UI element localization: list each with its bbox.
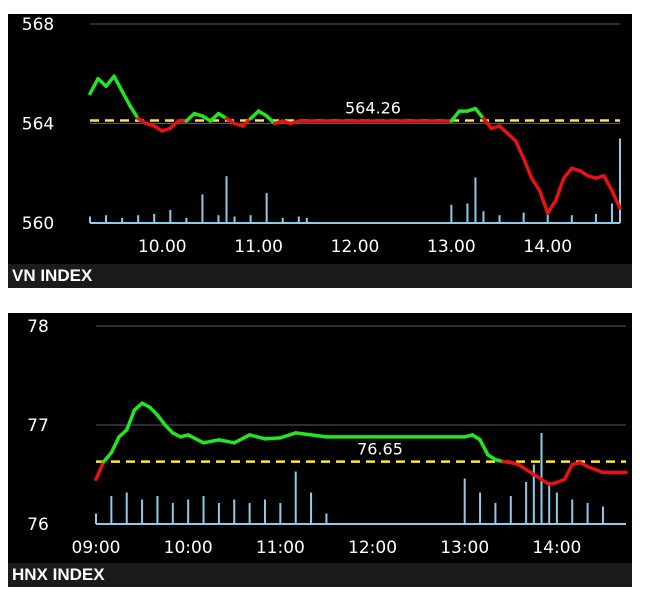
y-tick-label: 76	[27, 515, 49, 535]
index-line-segment	[88, 76, 100, 96]
index-line-segment	[247, 433, 267, 441]
index-line-segment	[481, 116, 494, 131]
y-tick-label: 77	[27, 416, 49, 436]
index-line-segment	[101, 450, 114, 464]
x-tick-label: 11:00	[256, 538, 305, 558]
index-line-segment	[610, 188, 622, 210]
x-tick-label: 12:00	[348, 538, 397, 558]
vn-index-chart: 568 564 560 564.26 10.00 11.00 12.00 13.00 14.00	[22, 15, 622, 257]
x-tick-label: 13.00	[427, 237, 476, 257]
index-line-segment	[128, 104, 140, 121]
index-line-segment	[148, 405, 160, 417]
index-line-segment	[217, 438, 237, 445]
reference-label: 76.65	[357, 440, 403, 459]
x-tick-label: 14.00	[523, 237, 572, 257]
index-line-segment	[309, 433, 329, 439]
x-tick-label: 11.00	[234, 237, 283, 257]
index-line-segment	[124, 408, 137, 432]
x-tick-label: 09:00	[72, 538, 121, 558]
index-line-segment	[513, 139, 526, 161]
hnx-index-chart: 78 77 76 76.65 09:00 10:00 11:00 12:00 13:00 14:0…	[27, 317, 628, 558]
index-line-segment	[120, 89, 132, 108]
index-line-segment	[521, 156, 534, 180]
index-line-segment	[248, 109, 261, 121]
index-line-segment	[94, 459, 106, 482]
index-line-segment	[109, 435, 121, 455]
index-line-segment	[168, 119, 181, 131]
y-tick-label: 78	[27, 317, 49, 337]
index-line-segment	[232, 433, 252, 445]
vn-index-panel: 568 564 560 564.26 10.00 11.00 12.00 13.00 14.00…	[8, 14, 632, 288]
index-line-segment	[104, 74, 116, 88]
index-line-segment	[505, 131, 518, 143]
x-tick-label: 10.00	[138, 237, 187, 257]
y-tick-label: 568	[22, 15, 54, 35]
reference-label: 564.26	[345, 99, 401, 118]
vn-index-title: VN INDEX	[8, 264, 632, 288]
index-line-segment	[478, 438, 490, 457]
index-line-segment	[96, 76, 108, 88]
index-line-segment	[449, 109, 462, 123]
index-line-segment	[497, 124, 510, 136]
index-line-segment	[537, 188, 550, 215]
index-line-segment	[293, 431, 313, 437]
index-line-segment	[554, 176, 566, 203]
index-line-segment	[263, 436, 283, 441]
x-tick-label: 14:00	[532, 538, 581, 558]
index-line-segment	[562, 166, 574, 180]
index-line-segment	[201, 438, 221, 445]
index-line-segment	[562, 462, 574, 482]
index-line-segment	[112, 74, 124, 93]
index-line-segment	[602, 173, 614, 193]
index-line-segment	[264, 114, 277, 126]
y-tick-label: 560	[22, 214, 54, 234]
index-line-segment	[473, 106, 486, 121]
index-line-segment	[184, 111, 197, 123]
index-line-segment	[186, 433, 206, 445]
hnx-index-title: HNX INDEX	[8, 563, 632, 587]
hnx-index-panel: 78 77 76 76.65 09:00 10:00 11:00 12:00 13:00 14:0…	[8, 313, 632, 587]
index-line-segment	[240, 116, 253, 128]
index-line-segment	[208, 111, 221, 123]
x-tick-label: 13:00	[440, 538, 489, 558]
y-tick-label: 564	[22, 115, 54, 135]
index-line-segment	[163, 423, 175, 435]
x-tick-label: 12.00	[331, 237, 380, 257]
index-line-segment	[278, 431, 298, 440]
index-line-segment	[529, 176, 542, 193]
index-line-segment	[155, 413, 167, 427]
x-tick-label: 10:00	[164, 538, 213, 558]
index-line-segment	[545, 198, 558, 215]
